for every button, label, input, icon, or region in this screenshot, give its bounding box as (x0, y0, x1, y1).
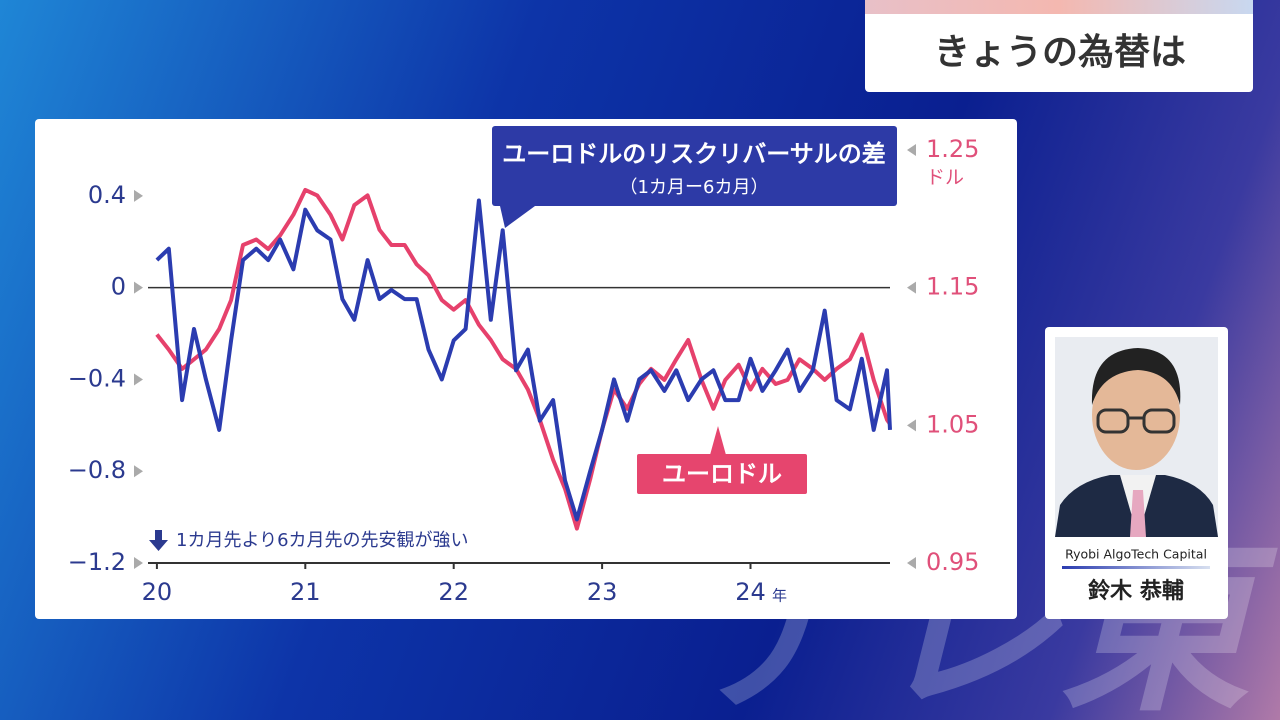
series-line (155, 187, 892, 531)
y-tick-label: 0.4 (88, 181, 126, 209)
series-label: ユーロドル (662, 460, 782, 488)
series-label: ユーロドルのリスクリバーサルの差 (502, 140, 886, 168)
y2-tick-mark (907, 557, 916, 569)
y-tick-label: −0.4 (68, 364, 126, 392)
y2-tick-mark (907, 419, 916, 432)
y2-tick-label: 0.95 (926, 548, 979, 576)
y2-tick-label: 1.15 (926, 273, 979, 301)
x-tick-label: 21 (290, 578, 321, 606)
annotation: （1カ月ー6カ月） (620, 177, 769, 198)
y2-tick-mark (907, 281, 916, 294)
y2-tick-label: 1.25 (926, 135, 979, 163)
y2-tick-label: 1.05 (926, 410, 979, 438)
y-tick-mark (134, 189, 143, 202)
x-tick-label: 24 (735, 578, 766, 606)
x-tick-label: 22 (438, 578, 469, 606)
y2-tick-mark (907, 144, 916, 156)
photo-tie (1130, 490, 1146, 537)
x-tick-label: 20 (142, 578, 173, 606)
plot: −1.2 −0.8 −0.4 0 0.4 0.95 1.05 1.15 1.25 20 21 22 23… (68, 135, 980, 606)
y-tick-mark (134, 281, 143, 294)
header-box (865, 0, 1253, 92)
x-tick-label: 23 (587, 578, 618, 606)
y-tick-label: 0 (111, 273, 126, 301)
label-pointer (710, 426, 726, 455)
x-unit: 年 (772, 587, 787, 605)
person-name: 鈴木 恭輔 (1088, 578, 1184, 604)
y-tick-label: −0.8 (68, 456, 126, 484)
photo-hair (1091, 348, 1181, 405)
photo-face (1092, 360, 1180, 470)
header-strip (865, 0, 1253, 14)
y-tick-mark (134, 373, 143, 386)
y2-unit: ドル (926, 167, 964, 189)
header-title: きょうの為替は (934, 32, 1186, 73)
series-line (155, 198, 892, 522)
photo-glasses (1096, 408, 1176, 434)
y-tick-mark (134, 557, 143, 569)
label-box (637, 454, 807, 494)
annotation: 1カ月先より6カ月先の先安観が強い (176, 530, 469, 551)
company-name: Ryobi AlgoTech Capital (1065, 547, 1207, 562)
y-tick-mark (134, 465, 143, 478)
down-arrow (149, 530, 168, 551)
underline (1062, 566, 1210, 569)
callout-box (492, 126, 897, 206)
callout-pointer (500, 206, 535, 228)
y-tick-label: −1.2 (68, 548, 126, 576)
